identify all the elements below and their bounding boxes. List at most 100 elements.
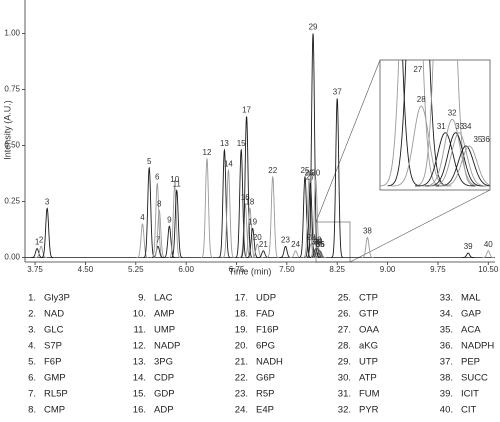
peak xyxy=(331,98,344,258)
legend-name: AMP xyxy=(154,309,175,320)
legend-name: UTP xyxy=(359,357,378,368)
legend-number: 38. xyxy=(440,373,453,384)
inset-peak-label: 31 xyxy=(437,122,446,131)
x-tick-label: 5.25 xyxy=(128,265,144,274)
legend-name: CDP xyxy=(154,373,174,384)
legend-name: GMP xyxy=(44,373,66,384)
peak-label: 37 xyxy=(333,88,342,97)
legend-number: 12. xyxy=(133,341,146,352)
legend-number: 36. xyxy=(440,341,453,352)
legend-number: 8. xyxy=(28,405,36,416)
peak-label: 6 xyxy=(155,173,160,182)
peak-label: 16 xyxy=(241,193,250,202)
x-tick-label: 7.50 xyxy=(279,265,295,274)
peak xyxy=(289,250,302,258)
legend-name: UMP xyxy=(154,325,175,336)
legend-name: SUCC xyxy=(461,373,488,384)
zoom-connector xyxy=(315,59,381,223)
legend-number: 37. xyxy=(440,357,453,368)
legend-name: LAC xyxy=(154,293,173,304)
peak-label: 24 xyxy=(291,240,300,249)
legend-number: 22. xyxy=(235,373,248,384)
peak-label: 11 xyxy=(173,179,182,188)
inset-peak xyxy=(390,105,452,187)
legend-number: 3. xyxy=(28,325,36,336)
legend-number: 1. xyxy=(28,293,36,304)
legend-number: 30. xyxy=(338,373,351,384)
peak xyxy=(143,166,156,258)
peak xyxy=(266,175,279,258)
peak xyxy=(279,245,292,258)
inset-peak xyxy=(421,118,483,187)
peak xyxy=(35,245,48,258)
peak-label: 12 xyxy=(203,148,212,157)
peak-label: 5 xyxy=(147,157,152,166)
legend-name: CTP xyxy=(359,293,378,304)
inset-peak-label: 35 xyxy=(473,135,482,144)
peak xyxy=(200,157,213,258)
peak xyxy=(136,223,149,258)
legend-number: 11. xyxy=(133,325,146,336)
legend-number: 20. xyxy=(235,341,248,352)
legend-number: 26. xyxy=(338,309,351,320)
y-axis-label: Intensity (A.U.) xyxy=(2,100,12,160)
legend-number: 9. xyxy=(138,293,146,304)
x-tick-label: 6.00 xyxy=(178,265,194,274)
legend-name: GDP xyxy=(154,389,175,400)
legend-name: 6PG xyxy=(256,341,275,352)
legend: 1. Gly3P 2. NAD 3. GLC 4. S7P 5. F6P 6. GMP 7. RL5P 8.… xyxy=(28,293,494,416)
peak-label: 13 xyxy=(220,139,229,148)
legend-name: ATP xyxy=(359,373,377,384)
peak xyxy=(31,248,43,258)
legend-name: E4P xyxy=(256,405,274,416)
y-tick-label: 0.25 xyxy=(4,197,20,206)
peak-label: 35 xyxy=(315,240,324,249)
inset-peak-label: 28 xyxy=(417,95,426,104)
peak xyxy=(251,243,264,258)
legend-name: 3PG xyxy=(154,357,173,368)
legend-name: GTP xyxy=(359,309,379,320)
inset-peak xyxy=(402,60,421,187)
legend-number: 32. xyxy=(338,405,351,416)
peak xyxy=(153,209,166,258)
legend-name: GAP xyxy=(461,309,481,320)
peak-label: 19 xyxy=(248,218,257,227)
x-tick-label: 9.00 xyxy=(380,265,396,274)
peak-label: 21 xyxy=(259,240,268,249)
peak xyxy=(462,252,475,258)
peak xyxy=(361,236,374,258)
legend-name: G6P xyxy=(256,373,275,384)
legend-number: 29. xyxy=(338,357,351,368)
y-tick-label: 0.50 xyxy=(4,141,20,150)
peak-label: 28 xyxy=(307,233,316,242)
peak xyxy=(240,116,253,258)
legend-name: MAL xyxy=(461,293,481,304)
peak-label: 23 xyxy=(281,235,290,244)
peak xyxy=(41,207,54,258)
legend-name: CIT xyxy=(461,405,477,416)
legend-number: 27. xyxy=(338,325,351,336)
legend-number: 31. xyxy=(338,389,351,400)
x-tick-label: 10.50 xyxy=(478,265,499,274)
y-tick-label: 1.00 xyxy=(4,29,20,38)
peak xyxy=(218,148,231,258)
inset-peak xyxy=(428,132,490,187)
inset-peak-label: 36 xyxy=(481,135,490,144)
legend-number: 2. xyxy=(28,309,36,320)
peak-label: 30 xyxy=(311,168,320,177)
legend-name: RL5P xyxy=(44,389,68,400)
peak-label: 1 xyxy=(35,238,40,247)
legend-name: F6P xyxy=(44,357,61,368)
peak-label: 34 xyxy=(314,238,323,247)
legend-number: 10. xyxy=(133,309,146,320)
legend-name: Gly3P xyxy=(44,293,70,304)
peak-label: 17 xyxy=(242,106,251,115)
legend-name: S7P xyxy=(44,341,62,352)
peak-label: 26 xyxy=(305,168,314,177)
legend-number: 28. xyxy=(338,341,351,352)
peak xyxy=(482,250,495,258)
peak xyxy=(163,225,176,258)
legend-name: F16P xyxy=(256,325,279,336)
